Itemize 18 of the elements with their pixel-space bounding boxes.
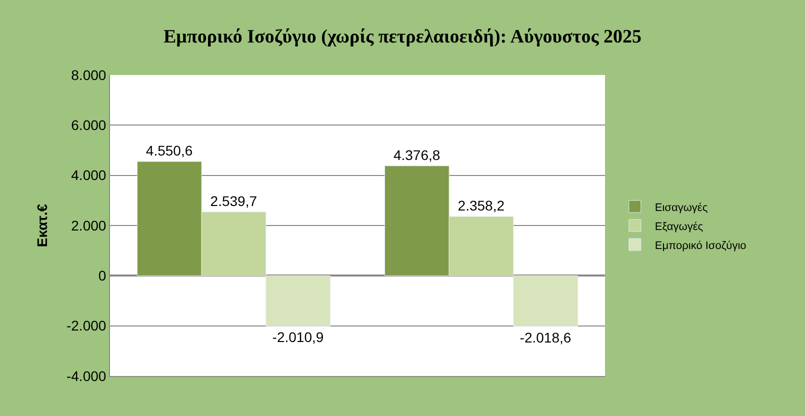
data-label: -2.018,6 xyxy=(520,329,572,346)
legend-label: Εμπορικό Ισοζύγιο xyxy=(654,240,746,252)
data-label: 4.376,8 xyxy=(393,146,440,163)
legend-label: Εισαγωγές xyxy=(654,202,708,214)
chart-title: Εμπορικό Ισοζύγιο (χωρίς πετρελαιοειδή): Αύγουστος 2025 xyxy=(163,26,642,48)
y-tick-label: -4.000 xyxy=(66,368,106,384)
y-tick-label: 6.000 xyxy=(71,117,106,134)
data-label: -2.010,9 xyxy=(272,329,324,346)
y-tick-label: -2.000 xyxy=(66,318,106,334)
y-tick-label: 2.000 xyxy=(71,217,106,234)
data-label: 2.539,7 xyxy=(210,192,258,209)
legend-label: Εξαγωγές xyxy=(654,220,704,233)
y-tick-label: 8.000 xyxy=(71,66,106,83)
y-axis-title: Εκατ.€ xyxy=(34,204,50,248)
data-label: 2.358,2 xyxy=(458,198,505,214)
y-tick-label: 0 xyxy=(98,268,106,284)
data-label: 4.550,6 xyxy=(146,142,193,159)
y-tick-label: 4.000 xyxy=(71,167,106,184)
